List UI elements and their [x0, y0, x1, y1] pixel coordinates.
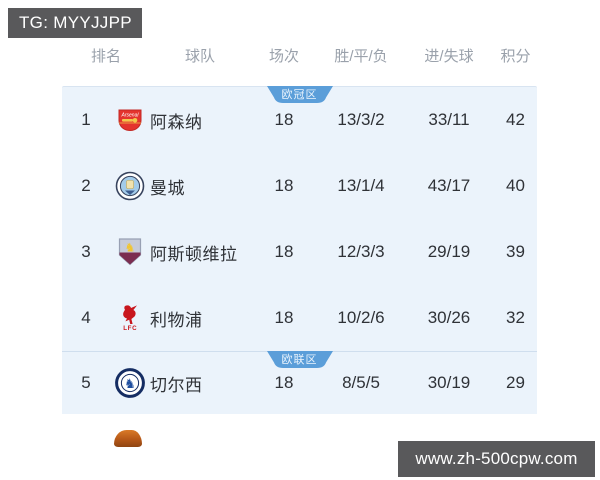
table-row[interactable]: 3 ♞ 阿斯顿维拉 18 12/3/3 29/19 39	[62, 219, 537, 285]
europa-zone-section: 欧联区 5 ♞ 切尔西 18 8/5/5 30/19 29	[62, 351, 537, 414]
played-cell: 18	[274, 176, 294, 195]
goals-cell: 33/11	[428, 110, 470, 129]
svg-text:♞: ♞	[124, 376, 136, 391]
tg-watermark: TG: MYYJJPP	[8, 8, 142, 38]
points-cell: 39	[506, 242, 525, 261]
zone-badge-shape-icon	[266, 351, 333, 368]
played-cell: 18	[274, 308, 294, 327]
team-logo-cell: ♞	[110, 367, 150, 399]
arsenal-crest-icon: Arsenal	[115, 104, 145, 136]
table-header-row: 排名 球队 场次 胜/平/负 进/失球 积分	[62, 45, 537, 86]
champions-zone-label: 欧冠区	[281, 88, 318, 101]
wdl-cell: 8/5/5	[342, 373, 380, 392]
rank-cell: 1	[81, 110, 91, 129]
liverpool-crest-icon: LFC	[115, 302, 145, 334]
champions-zone-badge: 欧冠区	[266, 86, 333, 103]
man-city-crest-icon	[115, 170, 145, 202]
partial-team-crest-icon	[114, 430, 142, 447]
played-cell: 18	[274, 373, 294, 392]
table-row[interactable]: 1 Arsenal 阿森纳 18 13/3/2 33/11 42	[62, 87, 537, 153]
partial-next-row	[62, 430, 537, 460]
team-logo-cell: ♞	[110, 236, 150, 268]
points-cell: 42	[506, 110, 525, 129]
team-name-cell: 曼城	[150, 178, 185, 198]
header-team: 球队	[184, 48, 215, 65]
team-name-cell: 阿斯顿维拉	[150, 244, 238, 264]
played-cell: 18	[274, 110, 294, 129]
points-cell: 32	[506, 308, 525, 327]
zone-badge-shape-icon	[266, 86, 333, 103]
europa-zone-label: 欧联区	[281, 353, 318, 366]
website-watermark: www.zh-500cpw.com	[398, 441, 595, 477]
team-name-cell: 切尔西	[150, 375, 203, 395]
table-row[interactable]: 2 曼城 18 13/1/4 43/17 40	[62, 153, 537, 219]
table-row[interactable]: 5 ♞ 切尔西 18 8/5/5 30/19 29	[62, 352, 537, 414]
rank-cell: 3	[81, 242, 91, 261]
europa-zone-badge: 欧联区	[266, 351, 333, 368]
header-points: 积分	[500, 48, 531, 65]
goals-cell: 30/19	[427, 373, 471, 392]
tg-watermark-label: TG: MYYJJPP	[19, 13, 132, 32]
rank-cell: 5	[81, 373, 91, 392]
team-logo-cell: LFC	[110, 302, 150, 334]
header-goals: 进/失球	[424, 48, 474, 65]
wdl-cell: 10/2/6	[337, 308, 385, 327]
goals-cell: 30/26	[427, 308, 471, 327]
website-watermark-label: www.zh-500cpw.com	[415, 449, 578, 468]
team-logo-cell	[110, 170, 150, 202]
wdl-cell: 13/3/2	[337, 110, 385, 129]
champions-zone-section: 欧冠区 1 Arsenal 阿森纳 18 13/3/2 33/11	[62, 86, 537, 351]
wdl-cell: 12/3/3	[337, 242, 385, 261]
svg-text:Arsenal: Arsenal	[121, 113, 140, 119]
points-cell: 40	[506, 176, 525, 195]
lfc-label: LFC	[123, 325, 137, 332]
team-name-cell: 阿森纳	[150, 112, 203, 132]
rank-cell: 2	[81, 176, 91, 195]
table-row[interactable]: 4 LFC 利物浦 18 10/2/6 30/26 32	[62, 285, 537, 351]
header-played: 场次	[268, 48, 299, 65]
points-cell: 29	[506, 373, 525, 392]
rank-cell: 4	[81, 308, 91, 327]
header-rank: 排名	[90, 48, 121, 65]
aston-villa-crest-icon: ♞	[115, 236, 145, 268]
played-cell: 18	[274, 242, 294, 261]
goals-cell: 43/17	[427, 176, 471, 195]
standings-table: 排名 球队 场次 胜/平/负 进/失球 积分 欧冠区 1 Arsenal	[62, 45, 537, 460]
goals-cell: 29/19	[427, 242, 471, 261]
team-logo-cell: Arsenal	[110, 104, 150, 136]
svg-text:♞: ♞	[125, 241, 136, 255]
header-wdl: 胜/平/负	[334, 48, 388, 65]
chelsea-crest-icon: ♞	[115, 367, 145, 399]
team-name-cell: 利物浦	[150, 310, 203, 330]
wdl-cell: 13/1/4	[337, 176, 385, 195]
